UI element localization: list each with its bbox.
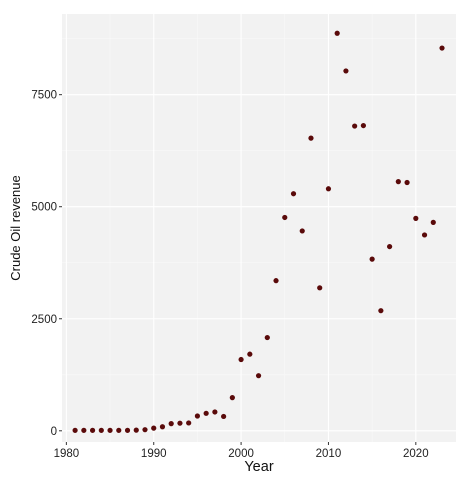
grid-minor [62, 14, 456, 442]
data-point [168, 421, 174, 427]
axis-ticks [59, 94, 417, 445]
data-point [369, 256, 375, 262]
data-point [238, 356, 244, 363]
y-tick-label: 5000 [31, 202, 57, 214]
data-point [124, 427, 131, 433]
data-point [360, 122, 366, 129]
data-point [142, 427, 148, 433]
x-tick-label: 1980 [54, 448, 80, 460]
data-points [72, 30, 445, 433]
data-point [413, 215, 419, 221]
data-point [177, 420, 183, 426]
x-axis-title: Year [244, 459, 273, 475]
data-point [421, 232, 428, 238]
data-point [98, 427, 104, 433]
data-point [299, 228, 305, 234]
data-point [282, 214, 288, 221]
data-point [352, 123, 358, 129]
y-tick-label: 0 [51, 426, 57, 438]
data-point [194, 413, 201, 419]
data-point [159, 424, 166, 430]
x-tick-label: 2020 [403, 448, 429, 460]
y-axis-title: Crude Oil revenue [8, 175, 23, 281]
data-point [395, 179, 401, 185]
y-tick-label: 7500 [31, 90, 57, 102]
data-point [89, 427, 96, 433]
data-point [255, 373, 262, 379]
data-point [107, 427, 113, 433]
data-point [186, 420, 192, 426]
data-point [439, 45, 445, 51]
data-point [387, 243, 393, 250]
data-point [290, 191, 297, 197]
data-point [378, 308, 384, 314]
x-tick-label: 1990 [141, 448, 167, 460]
data-point [116, 427, 122, 433]
data-point [229, 395, 235, 401]
data-point [343, 68, 349, 74]
data-point [151, 425, 157, 431]
x-tick-label: 2000 [228, 448, 254, 460]
data-point [221, 413, 227, 420]
data-point [334, 30, 340, 36]
data-point [273, 278, 279, 284]
plot-panel [62, 14, 456, 442]
x-tick-label: 2010 [316, 448, 342, 460]
grid-major [62, 14, 456, 442]
data-point [325, 186, 332, 192]
data-point [247, 351, 253, 357]
data-point [203, 410, 209, 416]
y-tick-labels: 0 2500 5000 7500 [31, 90, 57, 438]
x-tick-labels: 1980 1990 2000 2010 2020 [54, 448, 429, 460]
data-point [404, 179, 410, 186]
data-point [212, 409, 218, 415]
data-point [430, 219, 436, 225]
data-point [133, 427, 139, 433]
data-point [72, 427, 78, 433]
y-tick-label: 2500 [31, 314, 57, 326]
data-point [81, 427, 87, 433]
data-point [317, 285, 323, 291]
data-point [308, 135, 314, 141]
data-point [264, 334, 270, 341]
